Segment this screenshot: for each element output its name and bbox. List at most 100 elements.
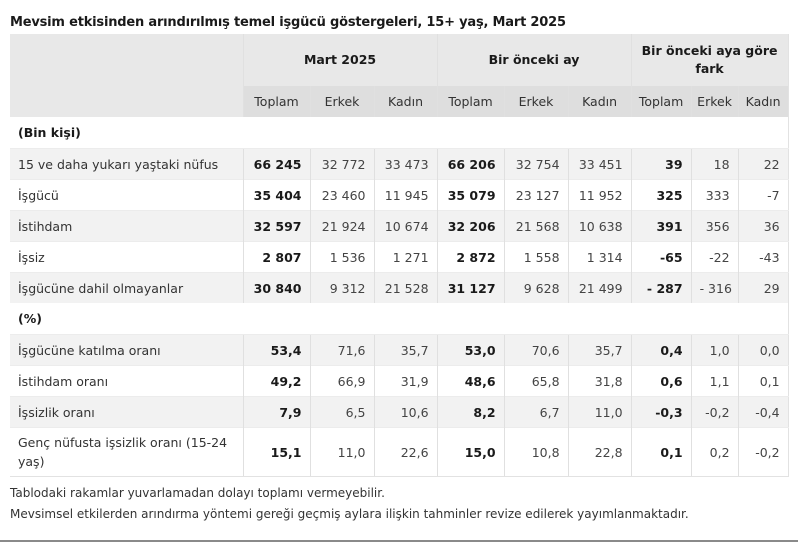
cell: 0,1 bbox=[737, 365, 789, 397]
sub-header-female: Kadın bbox=[373, 86, 438, 117]
cell: - 287 bbox=[630, 272, 692, 303]
cell: 32 772 bbox=[309, 148, 374, 180]
cell: -65 bbox=[630, 241, 692, 273]
row-label: İşgücüne katılma oranı bbox=[10, 334, 243, 366]
table-row: İşgücüne katılma oranı 53,4 71,6 35,7 53… bbox=[10, 334, 789, 366]
cell: 36 bbox=[737, 210, 789, 242]
sub-header-male: Erkek bbox=[690, 86, 739, 117]
section-label: (%) bbox=[10, 303, 789, 335]
cell: 35,7 bbox=[373, 334, 438, 366]
cell: 333 bbox=[690, 179, 739, 211]
cell: 11,0 bbox=[309, 427, 374, 477]
cell: 71,6 bbox=[309, 334, 374, 366]
table-row: 15 ve daha yukarı yaştaki nüfus 66 245 3… bbox=[10, 148, 789, 180]
cell: 356 bbox=[690, 210, 739, 242]
cell: 2 872 bbox=[436, 241, 505, 273]
group-header-row: Mart 2025 Bir önceki ay Bir önceki aya g… bbox=[10, 34, 789, 117]
table-row: İşgücü 35 404 23 460 11 945 35 079 23 12… bbox=[10, 179, 789, 211]
sub-header-female: Kadın bbox=[737, 86, 789, 117]
table-row: İstihdam oranı 49,2 66,9 31,9 48,6 65,8 … bbox=[10, 365, 789, 397]
table-row: Genç nüfusta işsizlik oranı (15-24 yaş) … bbox=[10, 427, 789, 477]
cell: 2 807 bbox=[242, 241, 310, 273]
cell: 1 314 bbox=[567, 241, 632, 273]
cell: 0,6 bbox=[630, 365, 692, 397]
cell: 33 451 bbox=[567, 148, 632, 180]
cell: 0,0 bbox=[737, 334, 789, 366]
cell: 11 952 bbox=[567, 179, 632, 211]
row-label: İşsiz bbox=[10, 241, 243, 273]
cell: 10 638 bbox=[567, 210, 632, 242]
cell: 15,1 bbox=[242, 427, 310, 477]
sub-header-male: Erkek bbox=[309, 86, 374, 117]
page: Mevsim etkisinden arındırılmış temel işg… bbox=[10, 12, 789, 525]
cell: 33 473 bbox=[373, 148, 438, 180]
cell: 7,9 bbox=[242, 396, 310, 428]
cell: 18 bbox=[690, 148, 739, 180]
table-row: İstihdam 32 597 21 924 10 674 32 206 21 … bbox=[10, 210, 789, 242]
cell: 32 206 bbox=[436, 210, 505, 242]
cell: -0,3 bbox=[630, 396, 692, 428]
cell: - 316 bbox=[690, 272, 739, 303]
cell: 0,1 bbox=[630, 427, 692, 477]
section-row-thousand-persons: (Bin kişi) bbox=[10, 117, 789, 149]
cell: 8,2 bbox=[436, 396, 505, 428]
cell: 35 404 bbox=[242, 179, 310, 211]
cell: 53,0 bbox=[436, 334, 505, 366]
row-label: İşgücü bbox=[10, 179, 243, 211]
cell: 66 245 bbox=[242, 148, 310, 180]
cell: 10 674 bbox=[373, 210, 438, 242]
cell: 21 528 bbox=[373, 272, 438, 303]
section-label: (Bin kişi) bbox=[10, 117, 789, 149]
sub-header-row: Toplam Erkek Kadın Toplam Erkek Kadın To… bbox=[10, 86, 789, 117]
cell: -0,2 bbox=[690, 396, 739, 428]
cell: 70,6 bbox=[503, 334, 569, 366]
cell: 23 127 bbox=[503, 179, 569, 211]
cell: 391 bbox=[630, 210, 692, 242]
section-row-percent: (%) bbox=[10, 303, 789, 335]
cell: 30 840 bbox=[242, 272, 310, 303]
row-label: İşsizlik oranı bbox=[10, 396, 243, 428]
cell: 325 bbox=[630, 179, 692, 211]
group-header-difference: Bir önceki aya göre fark bbox=[630, 34, 789, 86]
sub-header-female: Kadın bbox=[567, 86, 632, 117]
sub-header-total: Toplam bbox=[242, 86, 310, 117]
cell: -7 bbox=[737, 179, 789, 211]
table-title: Mevsim etkisinden arındırılmış temel işg… bbox=[10, 15, 566, 30]
cell: -0,4 bbox=[737, 396, 789, 428]
cell: 6,5 bbox=[309, 396, 374, 428]
bottom-divider bbox=[0, 540, 798, 542]
cell: 1 271 bbox=[373, 241, 438, 273]
cell: 0,2 bbox=[690, 427, 739, 477]
cell: 9 312 bbox=[309, 272, 374, 303]
cell: 23 460 bbox=[309, 179, 374, 211]
cell: 21 499 bbox=[567, 272, 632, 303]
footnote-rounding: Tablodaki rakamlar yuvarlamadan dolayı t… bbox=[10, 486, 385, 500]
cell: 0,4 bbox=[630, 334, 692, 366]
row-label: İşgücüne dahil olmayanlar bbox=[10, 272, 243, 303]
footnotes: Tablodaki rakamlar yuvarlamadan dolayı t… bbox=[10, 483, 788, 525]
cell: 10,8 bbox=[503, 427, 569, 477]
cell: 1,1 bbox=[690, 365, 739, 397]
cell: -22 bbox=[690, 241, 739, 273]
group-header-current-month: Mart 2025 bbox=[242, 34, 438, 86]
header-corner bbox=[10, 34, 243, 117]
cell: 1,0 bbox=[690, 334, 739, 366]
cell: 6,7 bbox=[503, 396, 569, 428]
cell: 66,9 bbox=[309, 365, 374, 397]
cell: 1 536 bbox=[309, 241, 374, 273]
cell: 39 bbox=[630, 148, 692, 180]
sub-header-male: Erkek bbox=[503, 86, 569, 117]
cell: 49,2 bbox=[242, 365, 310, 397]
cell: 29 bbox=[737, 272, 789, 303]
group-header-previous-month: Bir önceki ay bbox=[436, 34, 632, 86]
cell: 10,6 bbox=[373, 396, 438, 428]
cell: 11,0 bbox=[567, 396, 632, 428]
cell: -43 bbox=[737, 241, 789, 273]
labor-indicators-table: Mart 2025 Bir önceki ay Bir önceki aya g… bbox=[10, 34, 789, 477]
cell: 31,9 bbox=[373, 365, 438, 397]
cell: 22 bbox=[737, 148, 789, 180]
cell: 35,7 bbox=[567, 334, 632, 366]
cell: 21 568 bbox=[503, 210, 569, 242]
cell: 66 206 bbox=[436, 148, 505, 180]
cell: 35 079 bbox=[436, 179, 505, 211]
